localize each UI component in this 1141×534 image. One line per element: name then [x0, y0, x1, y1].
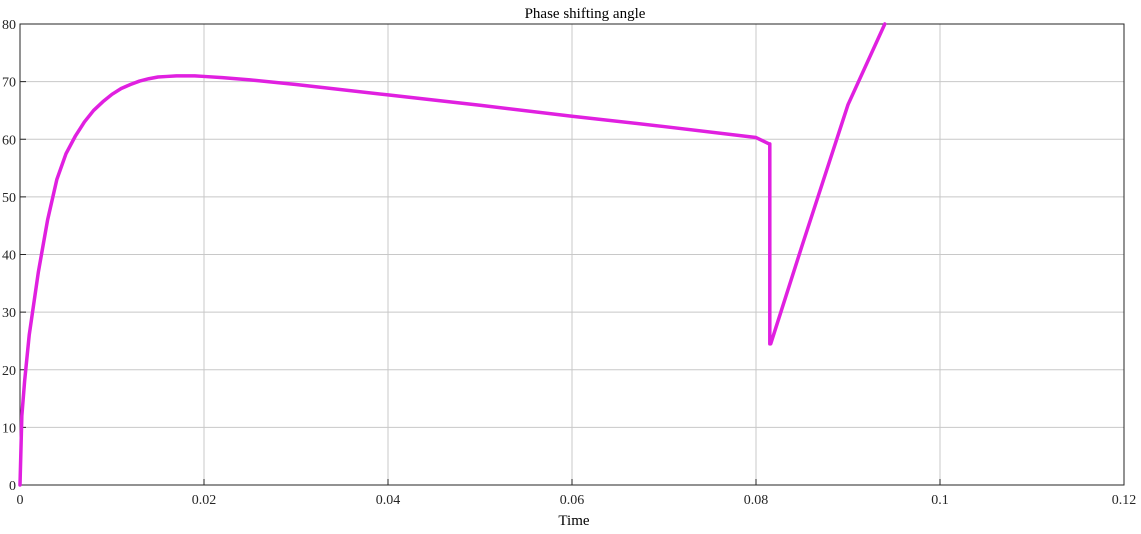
- y-tick-label: 20: [2, 364, 16, 379]
- x-tick-label: 0.04: [376, 493, 401, 508]
- x-axis-ticks: 0 0.02 0.04 0.06 0.08 0.1 0.12: [17, 479, 1137, 508]
- x-tick-label: 0.02: [192, 493, 217, 508]
- x-tick-label: 0.08: [744, 493, 769, 508]
- y-tick-label: 60: [2, 133, 16, 148]
- x-tick-label: 0.12: [1112, 493, 1137, 508]
- chart-title: Phase shifting angle: [525, 6, 646, 22]
- y-tick-label: 70: [2, 76, 16, 91]
- y-tick-label: 80: [2, 18, 16, 33]
- x-tick-label: 0.1: [931, 493, 949, 508]
- y-tick-label: 30: [2, 306, 16, 321]
- x-tick-label: 0.06: [560, 493, 585, 508]
- y-axis-ticks: 0 10 20 30 40 50 60 70 80: [2, 18, 26, 494]
- series-group: [18, 22, 887, 487]
- y-tick-label: 10: [2, 421, 16, 436]
- y-tick-label: 0: [9, 479, 16, 494]
- y-tick-label: 50: [2, 191, 16, 206]
- series-line: [18, 22, 887, 487]
- x-tick-label: 0: [17, 493, 24, 508]
- y-tick-label: 40: [2, 249, 16, 264]
- x-axis-label: Time: [558, 513, 589, 529]
